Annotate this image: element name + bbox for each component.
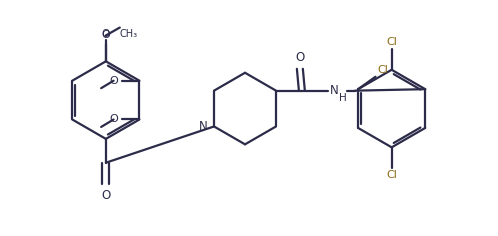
Text: O: O (102, 30, 110, 41)
Text: Cl: Cl (377, 65, 388, 75)
Text: H: H (339, 93, 347, 103)
Text: O: O (109, 114, 118, 125)
Text: O: O (109, 76, 118, 86)
Text: Cl: Cl (386, 38, 397, 47)
Text: CH₃: CH₃ (120, 29, 138, 39)
Text: N: N (199, 120, 208, 133)
Text: O: O (102, 29, 110, 39)
Text: O: O (295, 51, 304, 64)
Text: Cl: Cl (386, 170, 397, 180)
Text: N: N (330, 84, 339, 97)
Text: O: O (101, 189, 111, 202)
